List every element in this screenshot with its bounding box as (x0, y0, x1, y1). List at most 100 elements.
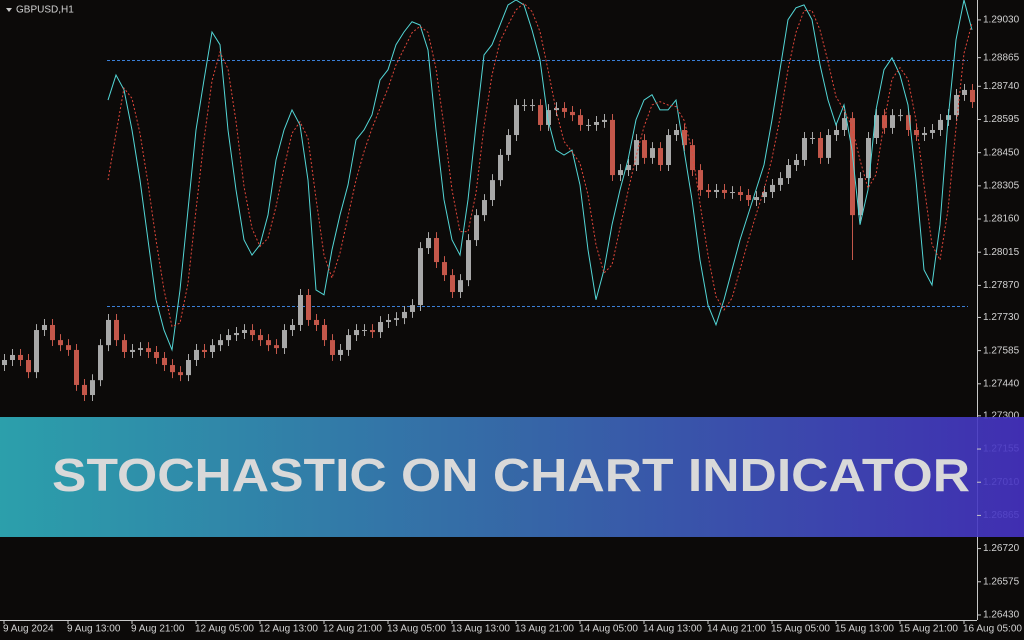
candle-body (874, 115, 879, 139)
candle-body (858, 178, 863, 216)
y-tick-label: 1.27300 (983, 410, 1020, 421)
candle-body (378, 322, 383, 333)
candle-body (282, 330, 287, 349)
candle-body (482, 200, 487, 216)
candle-body (90, 380, 95, 396)
candle-body (274, 345, 279, 349)
candle-body (178, 372, 183, 376)
stochastic-line (107, 0, 973, 352)
candle-body (562, 108, 567, 112)
candle-body (490, 180, 495, 201)
candle-body (330, 340, 335, 355)
chart-title: GBPUSD,H1 (16, 5, 74, 16)
candle-body (506, 135, 511, 155)
y-tick-label: 1.28160 (983, 214, 1020, 225)
candle-body (850, 118, 855, 216)
candle-body (954, 94, 959, 116)
y-tick-label: 1.27440 (983, 378, 1020, 389)
candle-body (2, 360, 7, 366)
candle-body (794, 159, 799, 166)
candle-body (666, 135, 671, 166)
candle-body (674, 129, 679, 136)
candle-body (66, 345, 71, 350)
candle-body (42, 324, 47, 331)
candle-body (74, 349, 79, 385)
candle-body (762, 192, 767, 198)
candle-body (842, 118, 847, 130)
x-tick-label: 14 Aug 05:00 (579, 624, 638, 635)
candle-body (578, 115, 583, 125)
candle-body (210, 345, 215, 352)
candle-body (154, 351, 159, 358)
y-tick-label: 1.27730 (983, 312, 1020, 323)
candle-body (522, 105, 527, 107)
candle-body (234, 333, 239, 336)
candle-body (538, 105, 543, 125)
candle-body (570, 111, 575, 116)
y-tick-label: 1.26720 (983, 543, 1020, 554)
candle-body (834, 129, 839, 136)
x-tick-label: 13 Aug 05:00 (387, 624, 446, 635)
candle-body (146, 348, 151, 352)
candle-body (554, 108, 559, 111)
x-tick-label: 16 Aug 05:00 (963, 624, 1022, 635)
candle-body (370, 330, 375, 333)
candle-body (162, 357, 167, 366)
candle-body (730, 192, 735, 194)
x-tick-label: 13 Aug 13:00 (451, 624, 510, 635)
y-tick-label: 1.27585 (983, 345, 1020, 356)
x-tick-label: 12 Aug 13:00 (259, 624, 318, 635)
candle-body (114, 319, 119, 341)
candle-body (202, 349, 207, 352)
candle-body (362, 330, 367, 332)
candle-body (314, 319, 319, 325)
candle-body (530, 105, 535, 107)
candle-body (938, 119, 943, 130)
banner-title: STOCHASTIC ON CHART INDICATOR (52, 449, 970, 501)
candle-body (306, 295, 311, 320)
candle-body (642, 140, 647, 158)
candle-body (394, 318, 399, 320)
candle-body (778, 178, 783, 185)
candle-body (826, 135, 831, 158)
candle-body (658, 148, 663, 166)
candle-body (898, 115, 903, 117)
candle-body (682, 129, 687, 146)
x-tick-label: 9 Aug 21:00 (131, 624, 185, 635)
candle-body (354, 330, 359, 336)
candle-body (610, 119, 615, 176)
x-tick-label: 9 Aug 2024 (3, 624, 54, 635)
candle-body (130, 349, 135, 352)
candle-body (698, 170, 703, 190)
y-tick-label: 1.28740 (983, 81, 1020, 92)
candle-body (450, 275, 455, 293)
candle-body (426, 238, 431, 249)
candle-body (810, 138, 815, 140)
candle-body (906, 115, 911, 130)
y-tick-label: 1.28015 (983, 247, 1020, 258)
candle-body (26, 360, 31, 373)
symbol-menu-icon (6, 8, 12, 12)
candle-body (170, 365, 175, 373)
candle-body (250, 330, 255, 336)
candle-body (746, 194, 751, 201)
candle-body (18, 354, 23, 361)
candle-body (258, 335, 263, 341)
candle-body (458, 280, 463, 293)
y-tick-label: 1.28305 (983, 180, 1020, 191)
y-tick-label: 1.29030 (983, 15, 1020, 26)
candle-body (410, 305, 415, 312)
candle-body (722, 189, 727, 193)
candle-body (98, 345, 103, 381)
x-tick-label: 15 Aug 05:00 (771, 624, 830, 635)
y-tick-label: 1.28450 (983, 147, 1020, 158)
candle-body (634, 140, 639, 166)
y-tick-label: 1.28865 (983, 52, 1020, 63)
candle-body (50, 324, 55, 341)
candle-body (346, 335, 351, 350)
candle-body (474, 215, 479, 241)
candle-body (242, 330, 247, 334)
x-tick-label: 14 Aug 21:00 (707, 624, 766, 635)
candle-body (186, 360, 191, 376)
